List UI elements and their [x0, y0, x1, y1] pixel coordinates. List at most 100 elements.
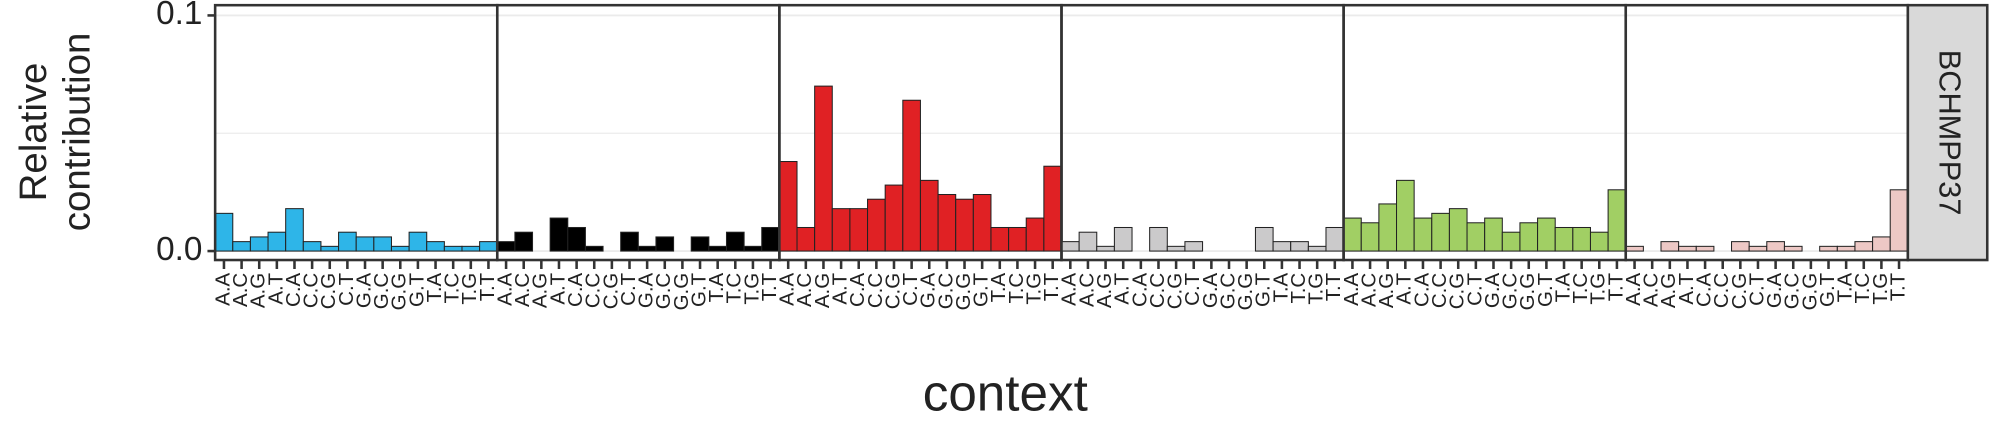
bar: [867, 198, 886, 252]
bar: [567, 226, 586, 252]
x-tick-label: G.G: [952, 273, 975, 311]
x-tick-label: A.G: [1375, 273, 1398, 308]
bar: [338, 231, 357, 252]
bar: [1290, 241, 1309, 252]
x-tick-label: C.C: [1710, 273, 1733, 308]
bar: [390, 245, 410, 252]
bar: [1254, 226, 1274, 252]
bar: [1889, 189, 1909, 252]
bar: [1060, 241, 1080, 252]
x-tick-label: G.T: [687, 272, 710, 307]
x-tick-label: T.T: [758, 272, 781, 301]
x-tick-label: A.A: [493, 272, 516, 305]
strip-label: BCHMPP37: [1932, 50, 1967, 216]
bar: [461, 245, 481, 252]
bar: [232, 241, 251, 252]
bar: [884, 184, 904, 252]
x-tick-label: G.T: [1252, 272, 1275, 307]
bar: [743, 245, 763, 252]
bar: [1113, 226, 1133, 252]
x-tick-label: C.C: [582, 273, 605, 308]
bar: [479, 241, 498, 252]
x-tick-label: G.G: [1798, 273, 1821, 311]
x-tick-label: C.A: [1128, 272, 1151, 306]
x-tick-label: T.C: [441, 273, 464, 304]
x-tick-label: A.G: [1093, 273, 1116, 308]
x-tick-label: A.T: [1675, 272, 1698, 304]
bar: [1589, 231, 1609, 252]
bar: [725, 231, 745, 252]
y-axis-title: Relative: [12, 63, 55, 202]
x-tick-label: T.C: [1005, 273, 1028, 304]
bar: [778, 161, 798, 252]
x-tick-label: C.G: [599, 273, 622, 309]
x-tick-label: A.A: [211, 272, 234, 305]
bar: [955, 198, 974, 252]
bar: [373, 236, 392, 252]
x-tick-label: C.A: [1410, 272, 1433, 306]
bar: [972, 193, 992, 252]
bar: [1360, 222, 1380, 252]
x-tick-label: C.C: [864, 273, 887, 308]
bar: [1501, 231, 1521, 252]
bar: [902, 99, 921, 252]
x-tick-label: T.C: [1287, 273, 1310, 304]
x-tick-label: A.T: [1393, 272, 1416, 304]
x-tick-label: T.G: [458, 273, 481, 305]
bar: [355, 236, 375, 252]
bar: [214, 212, 234, 252]
x-tick-label: G.T: [1816, 272, 1839, 307]
x-tick-label: C.T: [1745, 272, 1768, 305]
x-tick-label: G.A: [352, 272, 375, 308]
bar: [1783, 245, 1803, 252]
x-tick-label: G.G: [388, 273, 411, 311]
x-tick-label: T.A: [1269, 272, 1292, 302]
x-tick-label: T.G: [1587, 273, 1610, 305]
y-tick-label: 0.1: [156, 0, 202, 32]
x-tick-label: G.G: [670, 273, 693, 311]
bar: [1766, 241, 1785, 252]
x-tick-label: T.C: [723, 273, 746, 304]
panel-border: [1624, 3, 1910, 262]
bar: [1078, 231, 1098, 252]
x-tick-label: G.G: [1516, 273, 1539, 311]
bar: [285, 208, 304, 252]
x-tick-label: A.C: [511, 273, 534, 307]
x-tick-label: G.A: [1763, 272, 1786, 308]
x-tick-label: G.T: [1534, 272, 1557, 307]
x-tick-label: G.T: [970, 272, 993, 307]
x-tick-label: C.C: [1146, 273, 1169, 308]
y-tick-label: 0.0: [156, 231, 202, 268]
bar: [1484, 217, 1503, 252]
bar: [937, 193, 957, 252]
x-tick-label: A.T: [829, 272, 852, 304]
bar: [849, 208, 869, 252]
x-tick-label: A.C: [793, 273, 816, 307]
x-tick-label: T.C: [1569, 273, 1592, 304]
panel-border: [495, 3, 781, 262]
x-axis-title: context: [923, 365, 1088, 422]
x-tick-label: T.A: [1834, 272, 1857, 302]
x-tick-label: G.T: [405, 272, 428, 307]
bar: [1166, 245, 1186, 252]
x-tick-label: G.G: [1234, 273, 1257, 311]
x-tick-label: C.T: [1181, 272, 1204, 305]
x-tick-label: T.A: [423, 272, 446, 302]
x-tick-label: A.A: [776, 272, 799, 305]
bar: [1695, 245, 1715, 252]
x-tick-label: A.A: [1622, 272, 1645, 305]
bar: [1854, 241, 1874, 252]
bar: [796, 226, 816, 252]
bar: [302, 241, 322, 252]
x-tick-label: G.C: [1781, 273, 1804, 309]
x-tick-label: A.G: [811, 273, 834, 308]
x-tick-label: A.A: [1340, 272, 1363, 305]
bar: [1343, 217, 1362, 252]
x-tick-label: C.T: [617, 272, 640, 305]
x-tick-label: G.A: [635, 272, 658, 308]
bar: [584, 245, 604, 252]
panel-border: [213, 3, 499, 262]
bar: [249, 236, 269, 252]
y-axis-title: contribution: [56, 33, 99, 232]
